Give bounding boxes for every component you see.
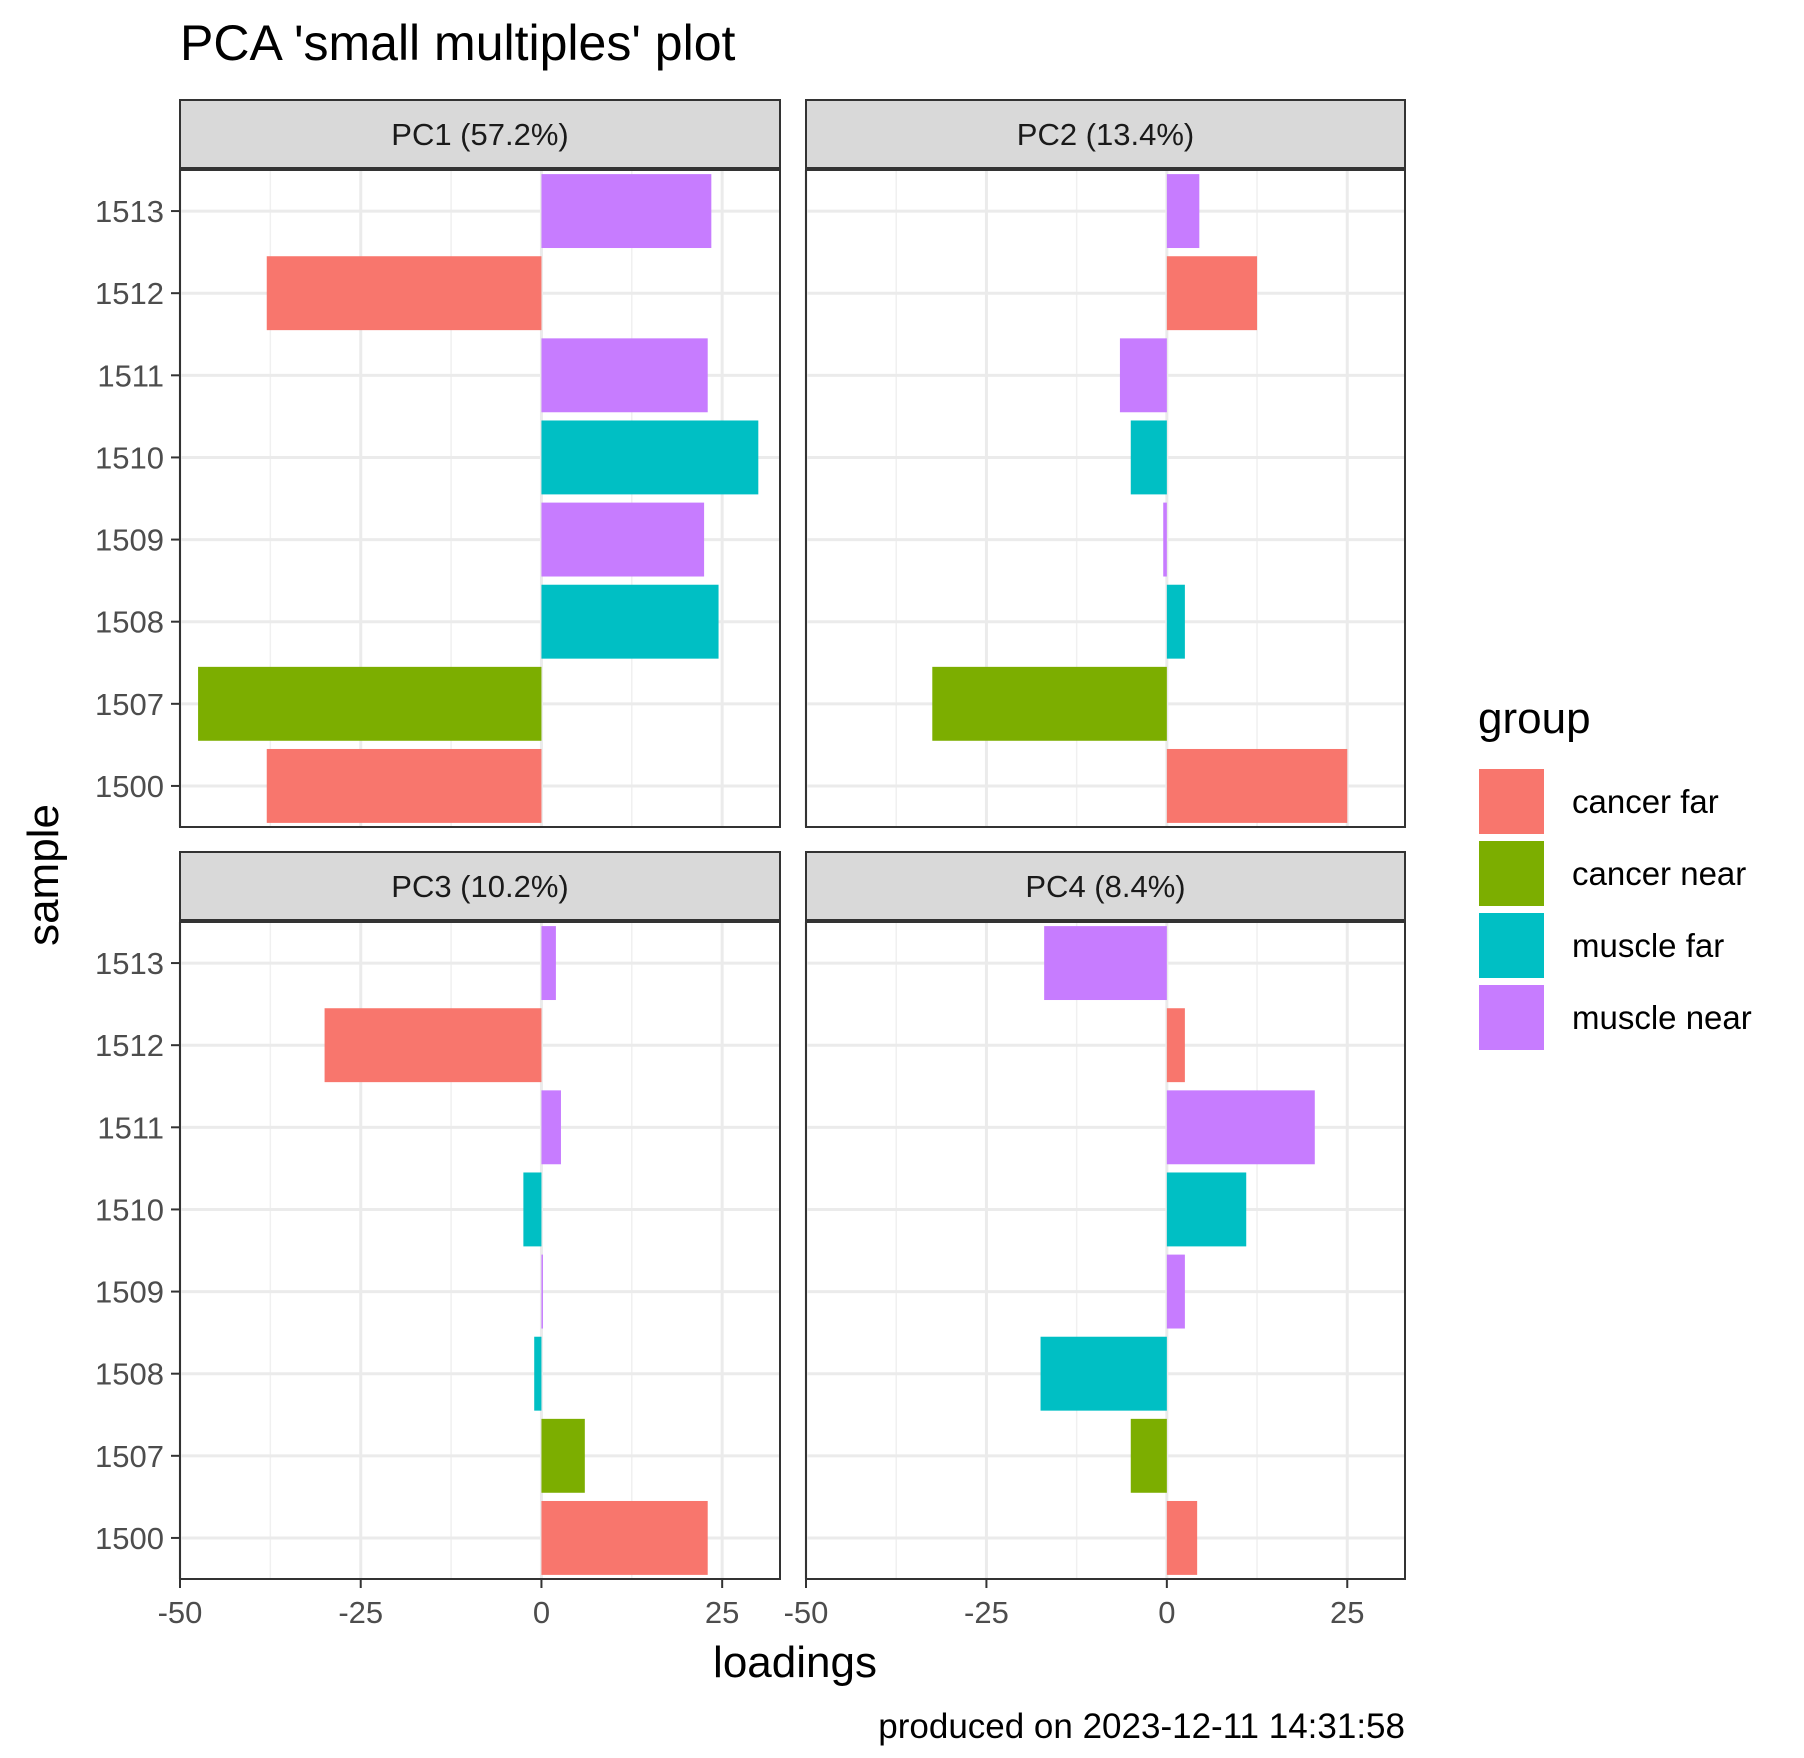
y-tick-label: 1509 — [95, 523, 164, 558]
x-tick-label: 0 — [1158, 1595, 1175, 1630]
bar — [541, 338, 708, 413]
bar — [1166, 1254, 1185, 1329]
legend-item: muscle far — [1477, 911, 1724, 980]
bar — [932, 666, 1167, 741]
bar — [198, 666, 542, 741]
y-axis-title: sample — [19, 804, 68, 946]
bar — [1166, 584, 1185, 659]
facet-strip — [805, 851, 1406, 921]
y-tick-label: 1507 — [95, 1439, 164, 1474]
bar — [1044, 926, 1167, 1001]
legend-label: muscle near — [1572, 999, 1752, 1036]
bar — [1130, 1418, 1167, 1493]
legend-item: cancer far — [1477, 767, 1719, 836]
legend-key — [1477, 911, 1546, 980]
facet-strip — [179, 851, 781, 921]
bar — [1166, 1008, 1185, 1083]
bar — [1040, 1336, 1167, 1411]
x-tick-label: -50 — [784, 1595, 829, 1630]
legend-title: group — [1478, 694, 1591, 743]
legend-label: muscle far — [1572, 927, 1724, 964]
x-tick-label: -25 — [964, 1595, 1009, 1630]
y-tick-label: 1513 — [95, 194, 164, 229]
bar — [541, 420, 759, 495]
x-tick-label: -50 — [158, 1595, 203, 1630]
facet-label: PC1 (57.2%) — [391, 117, 568, 152]
y-tick-label: 1500 — [95, 769, 164, 804]
panel-background — [806, 922, 1405, 1579]
y-tick-label: 1507 — [95, 687, 164, 722]
bar — [1166, 256, 1258, 331]
bar — [1130, 420, 1167, 495]
bar — [541, 502, 705, 577]
bar — [266, 748, 542, 823]
bar — [541, 1254, 543, 1329]
legend-label: cancer far — [1572, 783, 1719, 820]
y-tick-label: 1510 — [95, 1192, 164, 1227]
y-tick-label: 1508 — [95, 1357, 164, 1392]
bar — [541, 1418, 585, 1493]
caption: produced on 2023-12-11 14:31:58 — [878, 1707, 1405, 1746]
bar — [324, 1008, 542, 1083]
bar — [1166, 174, 1200, 249]
legend-key — [1477, 767, 1546, 836]
legend-key — [1477, 983, 1546, 1052]
bar — [1119, 338, 1167, 413]
panel-border — [805, 921, 1406, 1580]
facet-label: PC4 (8.4%) — [1025, 869, 1185, 904]
bar — [1166, 748, 1348, 823]
x-tick-label: 25 — [1330, 1595, 1364, 1630]
y-tick-label: 1511 — [97, 1110, 164, 1145]
y-tick-label: 1510 — [95, 440, 164, 475]
bar — [541, 1090, 561, 1165]
x-tick-label: -25 — [338, 1595, 383, 1630]
legend-key — [1477, 839, 1546, 908]
bar — [266, 256, 542, 331]
y-tick-label: 1508 — [95, 605, 164, 640]
panel-border — [179, 921, 781, 1580]
legend-item: cancer near — [1477, 839, 1746, 908]
legend: group cancer far cancer near muscle far musc… — [1477, 694, 1752, 1052]
bar — [541, 1500, 708, 1575]
facet-panel: PC1 (57.2%) 1513 1512 1511 1510 1509 1508 1507 1… — [95, 99, 781, 828]
y-tick-label: 1511 — [97, 358, 164, 393]
bar — [1166, 1090, 1315, 1165]
legend-item: muscle near — [1477, 983, 1752, 1052]
bar — [541, 926, 556, 1001]
facet-strip — [179, 99, 781, 169]
legend-label: cancer near — [1572, 855, 1746, 892]
y-tick-label: 1513 — [95, 946, 164, 981]
bar — [1163, 502, 1167, 577]
bar — [534, 1336, 542, 1411]
y-tick-label: 1512 — [95, 276, 164, 311]
facet-panels: PC1 (57.2%) 1513 1512 1511 1510 1509 1508 1507 1… — [95, 99, 1406, 1630]
bar — [541, 174, 712, 249]
facet-panel: PC4 (8.4%) -50 -25 0 25 — [784, 851, 1406, 1630]
x-tick-label: 25 — [705, 1595, 739, 1630]
panel-border — [179, 169, 781, 828]
x-tick-label: 0 — [533, 1595, 550, 1630]
facet-panel: PC2 (13.4%) — [804, 99, 1406, 828]
y-tick-label: 1500 — [95, 1521, 164, 1556]
bar — [1166, 1500, 1198, 1575]
facet-label: PC3 (10.2%) — [391, 869, 568, 904]
bar — [1166, 1172, 1247, 1247]
panel-border — [805, 169, 1406, 828]
facet-label: PC2 (13.4%) — [1017, 117, 1194, 152]
y-tick-label: 1512 — [95, 1028, 164, 1063]
facet-panel: PC3 (10.2%) 1513 1512 1511 1510 1509 1508 1507 1… — [95, 851, 781, 1630]
bar — [541, 584, 719, 659]
y-tick-label: 1509 — [95, 1275, 164, 1310]
x-axis-title: loadings — [713, 1638, 877, 1687]
facet-strip — [805, 99, 1406, 169]
bar — [523, 1172, 542, 1247]
chart-title: PCA 'small multiples' plot — [180, 15, 736, 71]
